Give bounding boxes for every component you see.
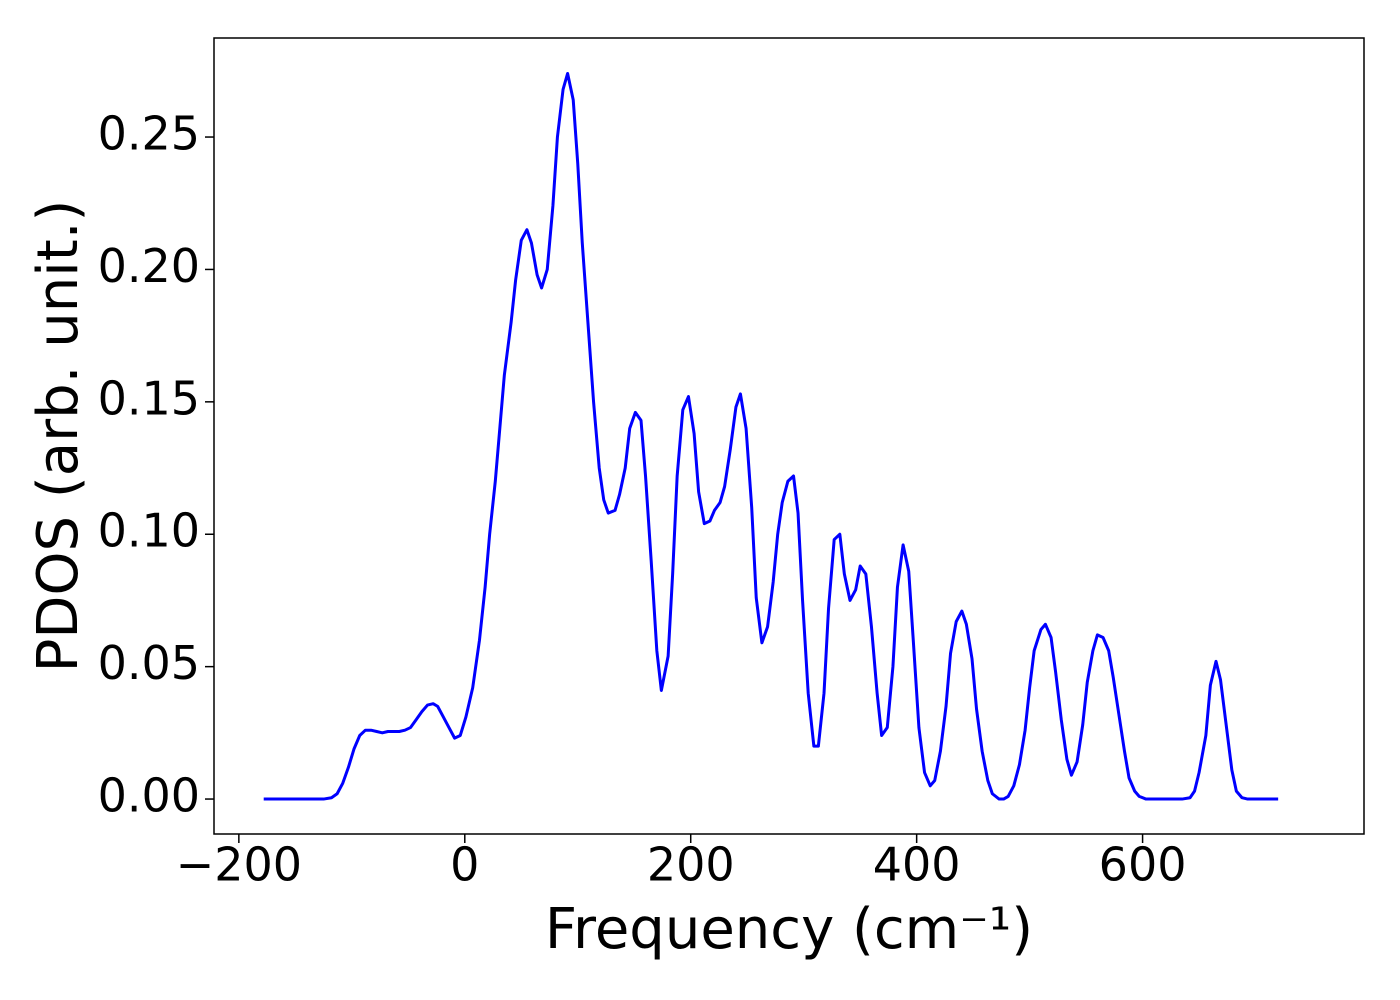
data-line [263, 71, 1279, 801]
y-tick-label: 0.05 [98, 636, 200, 690]
plot-frame [213, 37, 1365, 835]
x-tick-label: 400 [873, 838, 961, 892]
y-axis-label: PDOS (arb. unit.) [26, 200, 91, 673]
x-axis-label: Frequency (cm⁻¹) [545, 897, 1033, 962]
y-tick-label: 0.25 [98, 107, 200, 161]
y-tick-label: 0.00 [98, 769, 200, 823]
x-tick-label: 600 [1099, 838, 1187, 892]
x-tick-label: 0 [450, 838, 479, 892]
y-tick-label: 0.10 [98, 504, 200, 558]
y-tick-label: 0.15 [98, 371, 200, 425]
x-tick-label: −200 [176, 838, 302, 892]
y-tick-label: 0.20 [98, 239, 200, 293]
x-tick-label: 200 [647, 838, 735, 892]
